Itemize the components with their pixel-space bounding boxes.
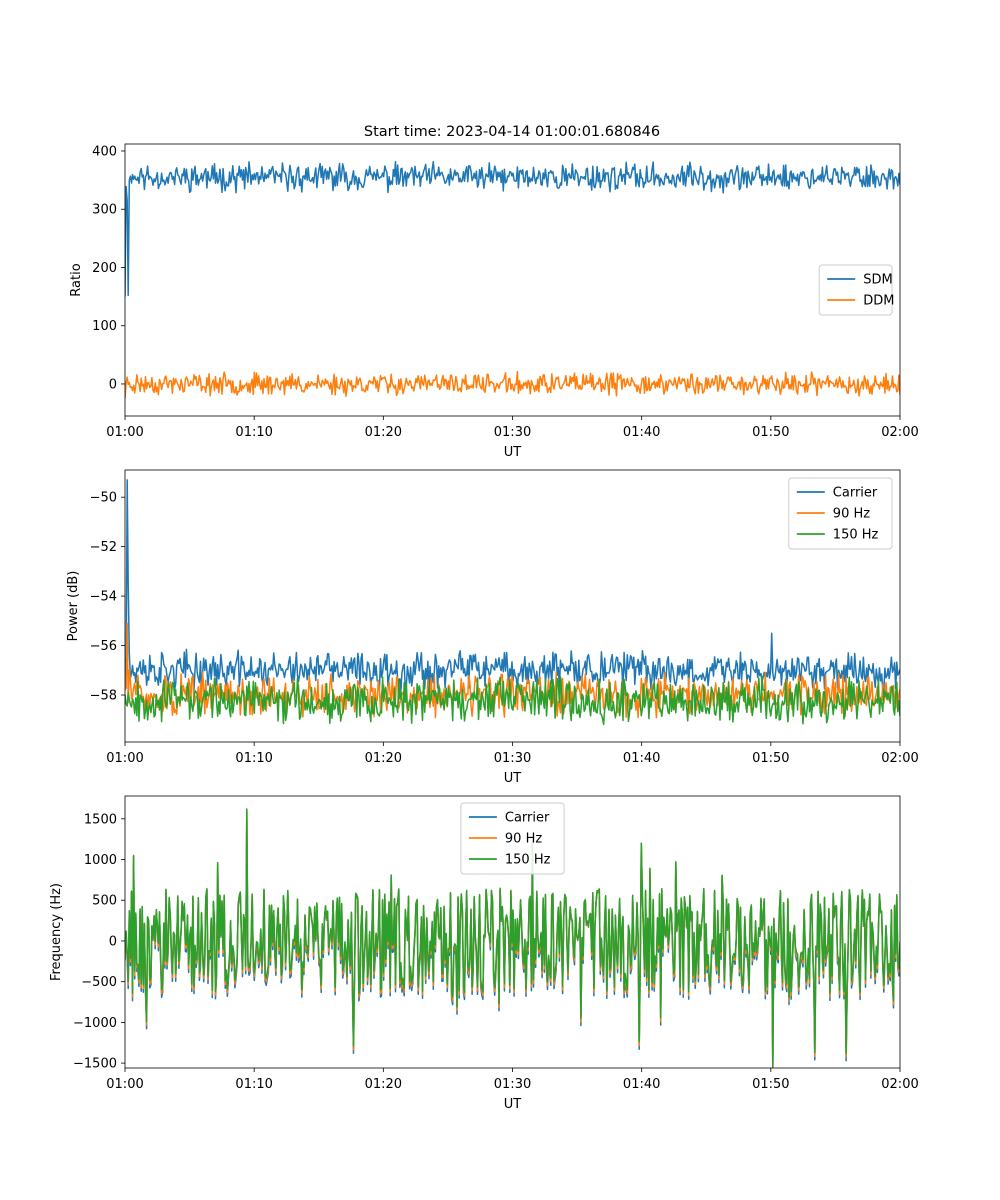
y-tick-label: −56 (90, 639, 117, 654)
y-tick-label: 200 (92, 261, 117, 276)
legend-label: 150 Hz (505, 853, 551, 868)
y-axis-label: Ratio (69, 263, 84, 296)
legend-box (818, 264, 893, 316)
y-tick-label: −500 (81, 975, 117, 990)
x-tick-label: 02:00 (881, 425, 918, 440)
series-line-150-hz (125, 808, 900, 1068)
x-tick-label: 01:00 (106, 1077, 143, 1092)
series-line-150-hz (125, 676, 900, 726)
legend-label: SDM (863, 273, 892, 288)
x-tick-label: 01:50 (752, 1077, 789, 1092)
y-tick-label: −1500 (73, 1057, 117, 1072)
x-axis-label: UT (504, 445, 522, 460)
x-tick-label: 01:00 (106, 751, 143, 766)
x-tick-label: 01:10 (235, 425, 272, 440)
legend-box (788, 477, 893, 550)
legend-label: 90 Hz (505, 832, 542, 847)
legend: Carrier 90 Hz 150 Hz (788, 477, 893, 550)
x-tick-label: 01:50 (752, 751, 789, 766)
y-tick-label: 300 (92, 203, 117, 218)
y-tick-label: 0 (109, 934, 117, 949)
y-tick-label: −58 (90, 689, 117, 704)
x-tick-label: 02:00 (881, 1077, 918, 1092)
y-tick-label: 0 (109, 377, 117, 392)
y-tick-label: −54 (90, 590, 117, 605)
legend-label: 150 Hz (833, 528, 879, 543)
x-tick-label: 01:10 (235, 751, 272, 766)
y-tick-label: −1000 (73, 1016, 117, 1031)
x-tick-label: 02:00 (881, 751, 918, 766)
legend-label: Carrier (505, 811, 550, 826)
series-group (125, 479, 900, 726)
x-tick-label: 01:40 (623, 425, 660, 440)
series-group (125, 160, 900, 399)
x-tick-label: 01:50 (752, 425, 789, 440)
legend-label: 90 Hz (833, 507, 870, 522)
y-axis-label: Frequency (Hz) (49, 883, 64, 981)
legend-label: Carrier (833, 486, 878, 501)
x-tick-label: 01:40 (623, 751, 660, 766)
y-tick-label: 1000 (84, 853, 117, 868)
x-axis-label: UT (504, 1097, 522, 1112)
x-tick-label: 01:00 (106, 425, 143, 440)
y-tick-label: 500 (92, 894, 117, 909)
x-tick-label: 01:30 (494, 1077, 531, 1092)
legend-box (460, 802, 565, 875)
series-line-carrier (125, 479, 900, 692)
x-tick-label: 01:30 (494, 425, 531, 440)
legend: Carrier 90 Hz 150 Hz (460, 802, 565, 875)
y-tick-label: −52 (90, 540, 117, 555)
x-tick-label: 01:20 (365, 751, 402, 766)
figure-title: Start time: 2023-04-14 01:00:01.680846 (364, 124, 660, 140)
x-tick-label: 01:20 (365, 1077, 402, 1092)
chart-panel-2: 01:00 01:10 01:20 01:30 01:40 01:50 02:00 UT −58… (66, 469, 919, 786)
x-tick-label: 01:10 (235, 1077, 272, 1092)
x-tick-label: 01:40 (623, 1077, 660, 1092)
x-tick-label: 01:20 (365, 425, 402, 440)
y-axis-label: Power (dB) (66, 571, 81, 642)
x-axis-label: UT (504, 771, 522, 786)
legend: SDM DDM (818, 264, 894, 316)
panels: 01:00 01:10 01:20 01:30 01:40 01:50 02:00 UT 0 10… (49, 143, 919, 1112)
chart-panel-1: 01:00 01:10 01:20 01:30 01:40 01:50 02:00 UT 0 10… (69, 143, 919, 460)
series-line-sdm (125, 160, 900, 297)
x-tick-label: 01:30 (494, 751, 531, 766)
legend-label: DDM (863, 294, 894, 309)
y-tick-label: −50 (90, 491, 117, 506)
series-group (125, 808, 900, 1068)
y-tick-label: 1500 (84, 812, 117, 827)
chart-panel-3: 01:00 01:10 01:20 01:30 01:40 01:50 02:00 UT −15… (49, 795, 919, 1112)
y-tick-label: 400 (92, 144, 117, 159)
series-line-ddm (125, 370, 900, 399)
y-tick-label: 100 (92, 319, 117, 334)
